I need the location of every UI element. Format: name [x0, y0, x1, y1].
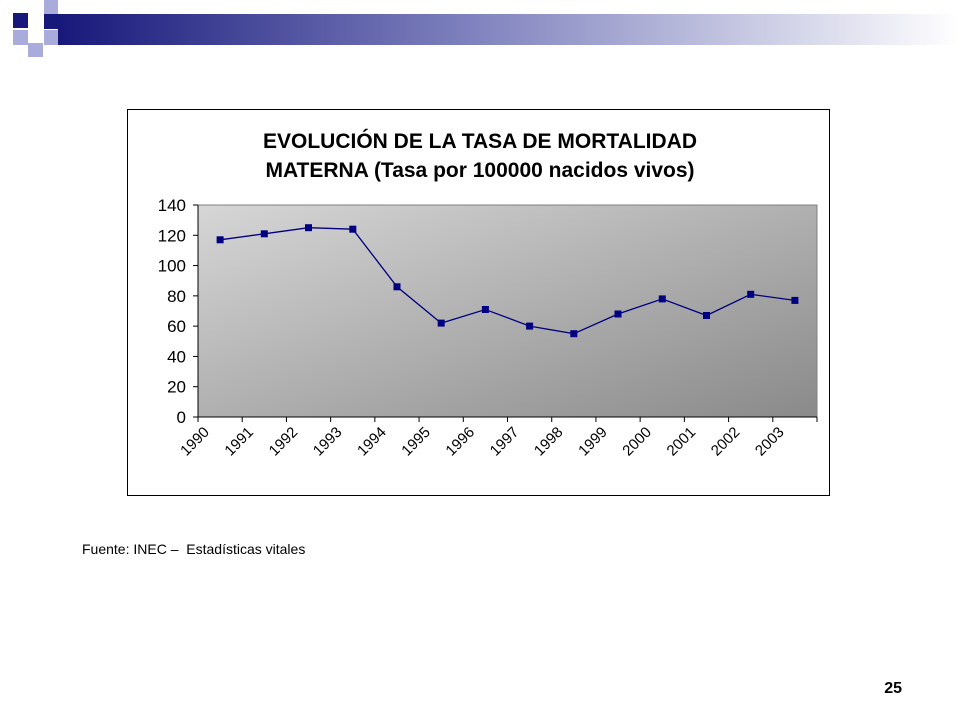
data-point-1995	[437, 319, 445, 327]
data-point-1997	[526, 322, 534, 330]
deco-square-light	[44, 0, 58, 14]
chart-frame: EVOLUCIÓN DE LA TASA DE MORTALIDAD MATER…	[127, 109, 830, 496]
y-tick-label: 20	[167, 378, 186, 397]
deco-gradient-bar	[58, 14, 960, 45]
x-tick-label: 1996	[442, 424, 478, 460]
x-tick-label: 1992	[266, 424, 302, 460]
data-point-1990	[216, 236, 224, 244]
deco-square-light	[44, 30, 58, 45]
data-point-2001	[703, 312, 710, 319]
x-tick-label: 1993	[310, 424, 346, 460]
chart-title-line-1: EVOLUCIÓN DE LA TASA DE MORTALIDAD	[263, 129, 697, 153]
y-tick-label: 140	[158, 196, 186, 215]
data-point-1996	[481, 306, 489, 313]
y-tick-label: 100	[158, 257, 186, 276]
plot-area	[197, 204, 818, 418]
page-number: 25	[884, 680, 902, 697]
x-tick-label: 1991	[221, 424, 257, 460]
data-marks	[216, 224, 799, 338]
x-tick-label: 2003	[752, 424, 788, 460]
x-tick-label: 1990	[177, 424, 213, 460]
line-chart: EVOLUCIÓN DE LA TASA DE MORTALIDAD MATER…	[158, 129, 818, 460]
x-tick-label: 1997	[487, 424, 523, 460]
x-tick-label: 2000	[619, 424, 655, 460]
source-note: Fuente: INEC – Estadísticas vitales	[82, 541, 306, 557]
data-point-1994	[393, 283, 401, 291]
data-point-1991	[260, 230, 268, 238]
data-point-1992	[305, 224, 312, 232]
deco-square-dark	[44, 14, 58, 29]
x-tick-label: 1994	[354, 424, 390, 460]
chart-title-line-2: MATERNA (Tasa por 100000 nacidos vivos)	[265, 159, 694, 182]
data-point-1998	[570, 330, 578, 338]
y-tick-label: 60	[167, 317, 186, 336]
x-tick-label: 2002	[708, 424, 744, 460]
y-tick-label: 0	[177, 408, 186, 427]
x-tick-label: 1995	[398, 424, 434, 460]
deco-square-light	[13, 30, 28, 45]
deco-square-light	[28, 43, 43, 57]
title-bar-decoration	[13, 0, 960, 57]
data-point-2003	[791, 296, 799, 304]
y-tick-label: 120	[158, 226, 186, 245]
data-point-1993	[349, 225, 357, 233]
data-point-2002	[747, 290, 755, 298]
y-tick-label: 40	[167, 347, 186, 366]
y-tick-label: 80	[167, 287, 186, 306]
data-point-1999	[614, 310, 622, 318]
x-tick-label: 1998	[531, 424, 567, 460]
series-line	[220, 227, 795, 335]
deco-square-dark	[13, 13, 28, 28]
data-point-2000	[658, 295, 666, 303]
x-tick-label: 2001	[664, 424, 700, 460]
x-tick-label: 1999	[575, 424, 611, 460]
